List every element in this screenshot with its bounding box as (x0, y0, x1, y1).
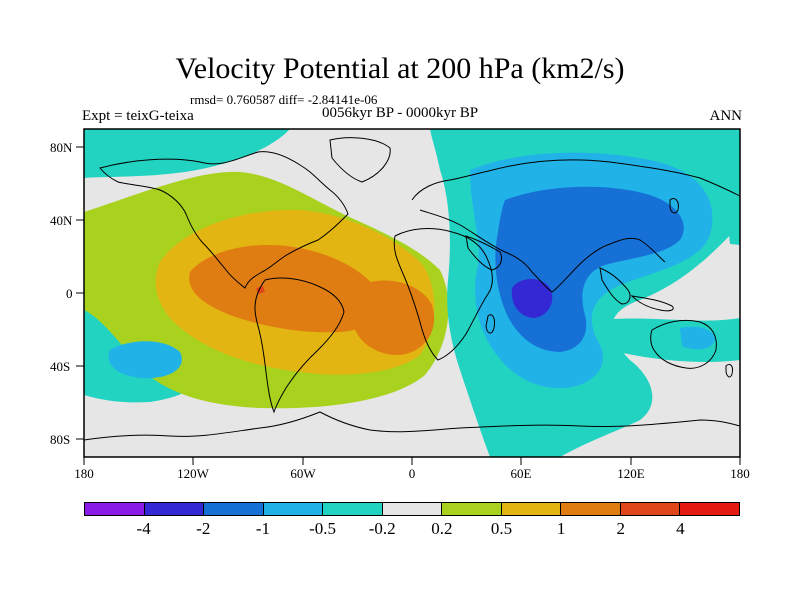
colorbar-label: -0.5 (309, 519, 336, 538)
coastline-antarctica (84, 411, 740, 441)
colorbar (84, 502, 740, 516)
orange-region-south-atlantic (351, 280, 435, 356)
teal-region-north-pacific (84, 129, 290, 178)
colorbar-label: 0.5 (490, 519, 513, 538)
coastline-greenland (329, 137, 391, 183)
colorbar-label: -2 (196, 519, 211, 538)
lon-tick-label: 60W (290, 466, 316, 481)
coastlines-layer (84, 137, 740, 441)
map-ticks (76, 146, 741, 465)
lat-tick-label: 40S (50, 359, 71, 374)
lon-tick-label: 120E (617, 466, 645, 481)
colorbar-box (382, 503, 443, 515)
colorbar-label: 1 (556, 519, 566, 538)
colorbar-box (561, 503, 621, 515)
lon-tick-label: 60E (510, 466, 532, 481)
light-blue-region-south-pacific (108, 341, 182, 379)
colorbar-label: 0.2 (431, 519, 453, 538)
colorbar-box (680, 503, 740, 515)
colorbar-label: -4 (136, 519, 151, 538)
coastline-arabia (465, 235, 503, 271)
coastline-eurasia (411, 159, 740, 293)
teal-region-east-edge (728, 220, 740, 245)
season-label: ANN (709, 108, 743, 124)
map-title: Velocity Potential at 200 hPa (km2/s) (175, 52, 625, 85)
colorbar-box (144, 503, 205, 515)
contour-fill-layer (84, 129, 740, 457)
coastline-new-zealand (725, 363, 733, 378)
lat-tick-label: 0 (66, 286, 73, 301)
coastline-southeast-asia (599, 267, 674, 312)
lon-tick-label: 0 (408, 466, 416, 481)
colorbar-box (85, 503, 145, 515)
lat-tick-label: 80N (50, 140, 73, 155)
colorbar-box (501, 503, 562, 515)
colorbar-box (620, 503, 681, 515)
colorbar-label: 2 (616, 519, 625, 538)
colorbar-box (263, 503, 324, 515)
lon-tick-label: 180 (74, 466, 94, 481)
coastline-south-america (254, 277, 345, 414)
coastline-madagascar (485, 314, 495, 334)
colorbar-label: -0.2 (368, 519, 396, 538)
lat-tick-label: 80S (50, 432, 71, 447)
coastline-australia (650, 319, 717, 369)
coastline-africa (393, 228, 493, 361)
period-label: 0056kyr BP - 0000kyr BP (322, 105, 479, 121)
coastline-north-america (99, 151, 349, 289)
colorbar-box (323, 503, 383, 515)
light-blue-region-australia (680, 326, 715, 350)
statistics-text: rmsd= 0.760587 diff= -2.84141e-06 (190, 92, 378, 107)
dark-blue-region-core (511, 279, 553, 318)
lat-tick-label: 40N (50, 213, 73, 228)
experiment-label: Expt = teixG-teixa (82, 108, 194, 124)
colorbar-box (204, 503, 264, 515)
colorbar-label: 4 (676, 519, 685, 538)
orange-region-central-america (189, 245, 381, 333)
lon-tick-label: 180 (730, 466, 750, 481)
coastline-japan (669, 197, 679, 214)
colorbar-label: -1 (255, 519, 270, 538)
colorbar-box (442, 503, 502, 515)
lon-tick-label: 120W (177, 466, 209, 481)
